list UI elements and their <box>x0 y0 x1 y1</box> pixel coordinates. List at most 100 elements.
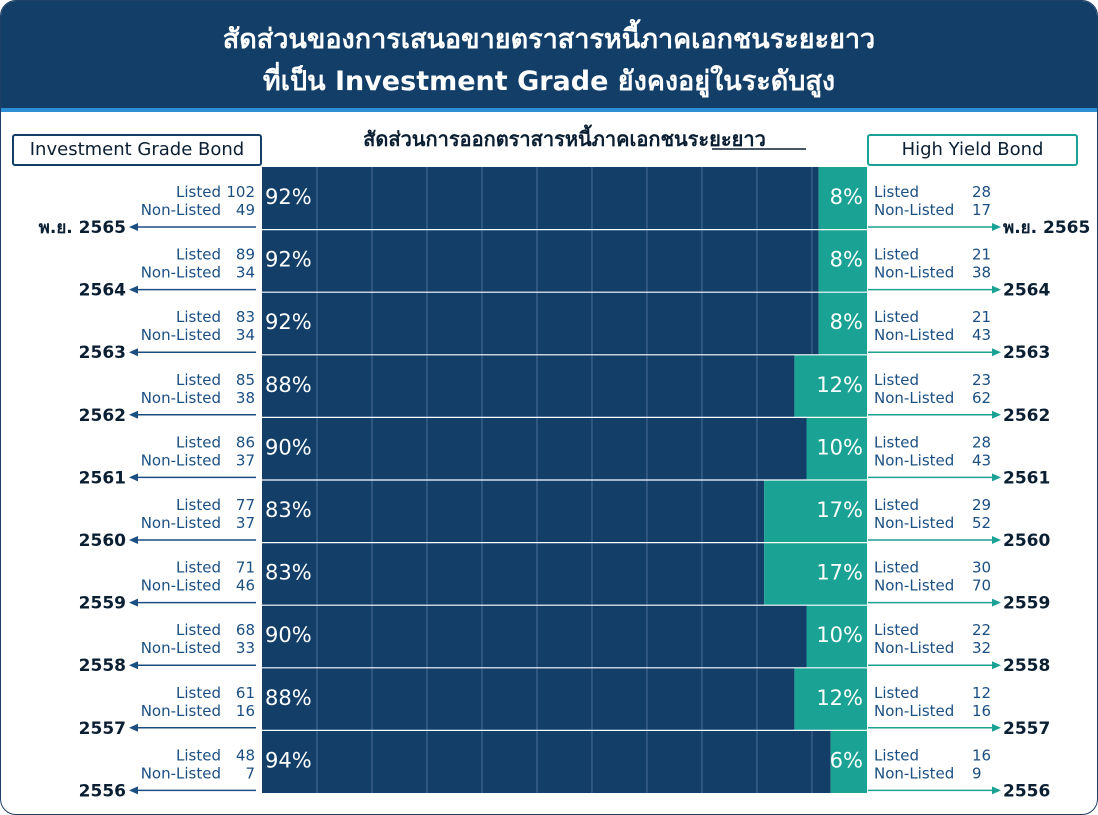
hy-listed-label: Listed <box>874 308 919 326</box>
ig-listed-count: 86 <box>236 433 255 451</box>
hy-nonlisted-count: 62 <box>972 389 991 407</box>
high-yield-percent-label: 17% <box>816 498 863 522</box>
year-label-right: พ.ย. 2565 <box>1003 218 1090 238</box>
high-yield-percent-label: 10% <box>816 435 863 459</box>
ig-listed-label: Listed <box>176 621 221 639</box>
year-label-left: 2563 <box>79 343 126 363</box>
ig-listed-label: Listed <box>176 308 221 326</box>
ig-nonlisted-count: 38 <box>236 389 255 407</box>
chart-subtitle: สัดส่วนการออกตราสารหนี้ภาคเอกชนระยะยาว <box>363 127 766 151</box>
ig-listed-label: Listed <box>176 559 221 577</box>
ig-arrow-head <box>129 536 138 544</box>
high-yield-percent-label: 6% <box>830 748 863 772</box>
year-label-right: 2560 <box>1003 531 1050 551</box>
hy-listed-count: 29 <box>972 496 991 514</box>
investment-grade-percent-label: 83% <box>265 498 312 522</box>
hy-listed-label: Listed <box>874 559 919 577</box>
hy-nonlisted-label: Non-Listed <box>874 264 954 282</box>
high-yield-bar <box>806 605 867 668</box>
year-label-left: 2557 <box>79 719 126 739</box>
high-yield-bar <box>818 167 867 230</box>
hy-nonlisted-count: 32 <box>972 639 991 657</box>
hy-nonlisted-count: 43 <box>972 451 991 469</box>
ig-listed-label: Listed <box>176 746 221 764</box>
ig-listed-count: 71 <box>236 559 255 577</box>
hy-nonlisted-label: Non-Listed <box>874 201 954 219</box>
year-label-right: 2564 <box>1003 281 1050 301</box>
ig-nonlisted-label: Non-Listed <box>141 514 221 532</box>
hy-listed-count: 22 <box>972 621 991 639</box>
ig-listed-count: 89 <box>236 246 255 264</box>
investment-grade-bar <box>262 292 819 355</box>
hy-nonlisted-count: 70 <box>972 577 991 595</box>
investment-grade-bar <box>262 354 795 418</box>
hy-nonlisted-count: 17 <box>972 201 991 219</box>
year-label-left: 2559 <box>79 594 126 614</box>
ig-arrow-head <box>129 285 138 294</box>
high-yield-percent-label: 8% <box>830 248 863 272</box>
hy-arrow-head <box>992 536 1001 544</box>
investment-grade-bar <box>262 167 819 230</box>
ig-nonlisted-count: 49 <box>236 201 255 219</box>
high-yield-percent-label: 10% <box>816 623 863 647</box>
investment-grade-bar <box>262 542 765 606</box>
investment-grade-percent-label: 83% <box>265 561 312 585</box>
high-yield-bar <box>818 292 867 355</box>
ig-listed-label: Listed <box>176 183 221 201</box>
hy-nonlisted-count: 16 <box>972 702 991 720</box>
ig-listed-label: Listed <box>176 246 221 264</box>
investment-grade-bar <box>262 667 795 731</box>
ig-nonlisted-count: 34 <box>236 264 255 282</box>
ig-listed-label: Listed <box>176 684 221 702</box>
ig-nonlisted-count: 37 <box>236 514 255 532</box>
hy-arrow-head <box>992 598 1001 607</box>
year-label-right: 2563 <box>1003 343 1050 363</box>
investment-grade-percent-label: 90% <box>265 435 312 459</box>
hy-nonlisted-count: 43 <box>972 326 991 344</box>
hy-listed-label: Listed <box>874 183 919 201</box>
investment-grade-percent-label: 94% <box>265 748 312 772</box>
year-label-right: 2558 <box>1003 656 1050 676</box>
hy-arrow-head <box>992 223 1001 231</box>
investment-grade-percent-label: 88% <box>265 373 312 397</box>
ig-arrow-head <box>129 473 138 482</box>
ig-nonlisted-count: 16 <box>236 702 255 720</box>
hy-nonlisted-count: 38 <box>972 264 991 282</box>
ig-listed-count: 102 <box>226 183 255 201</box>
hy-arrow-head <box>992 723 1001 732</box>
high-yield-percent-label: 8% <box>830 185 863 209</box>
year-label-left: 2564 <box>79 281 126 301</box>
high-yield-percent-label: 17% <box>816 561 863 585</box>
ig-listed-count: 77 <box>236 496 255 514</box>
ig-listed-count: 61 <box>236 684 255 702</box>
high-yield-bar <box>830 730 867 793</box>
chart-title-line1: สัดส่วนของการเสนอขายตราสารหนี้ภาคเอกชนระ… <box>222 24 876 55</box>
year-label-right: 2557 <box>1003 719 1050 739</box>
ig-nonlisted-label: Non-Listed <box>141 702 221 720</box>
investment-grade-tag: Investment Grade Bond <box>12 134 262 166</box>
hy-listed-count: 21 <box>972 308 991 326</box>
ig-listed-label: Listed <box>176 496 221 514</box>
investment-grade-bar <box>262 480 765 543</box>
hy-listed-label: Listed <box>874 496 919 514</box>
year-label-left: 2560 <box>79 531 126 551</box>
hy-nonlisted-label: Non-Listed <box>874 577 954 595</box>
investment-grade-percent-label: 92% <box>265 248 312 272</box>
ig-listed-label: Listed <box>176 433 221 451</box>
ig-arrow-head <box>129 410 138 419</box>
ig-nonlisted-count: 46 <box>236 577 255 595</box>
ig-nonlisted-label: Non-Listed <box>141 201 221 219</box>
year-label-left: 2556 <box>79 781 126 801</box>
ig-listed-label: Listed <box>176 371 221 389</box>
ig-arrow-head <box>129 223 138 231</box>
ig-listed-count: 85 <box>236 371 255 389</box>
hy-arrow-head <box>992 786 1001 795</box>
ig-nonlisted-label: Non-Listed <box>141 577 221 595</box>
high-yield-bar <box>794 667 867 731</box>
hy-arrow-head <box>992 410 1001 419</box>
ig-nonlisted-label: Non-Listed <box>141 389 221 407</box>
hy-listed-label: Listed <box>874 371 919 389</box>
high-yield-bar <box>806 417 867 480</box>
ig-nonlisted-label: Non-Listed <box>141 451 221 469</box>
ig-nonlisted-label: Non-Listed <box>141 326 221 344</box>
